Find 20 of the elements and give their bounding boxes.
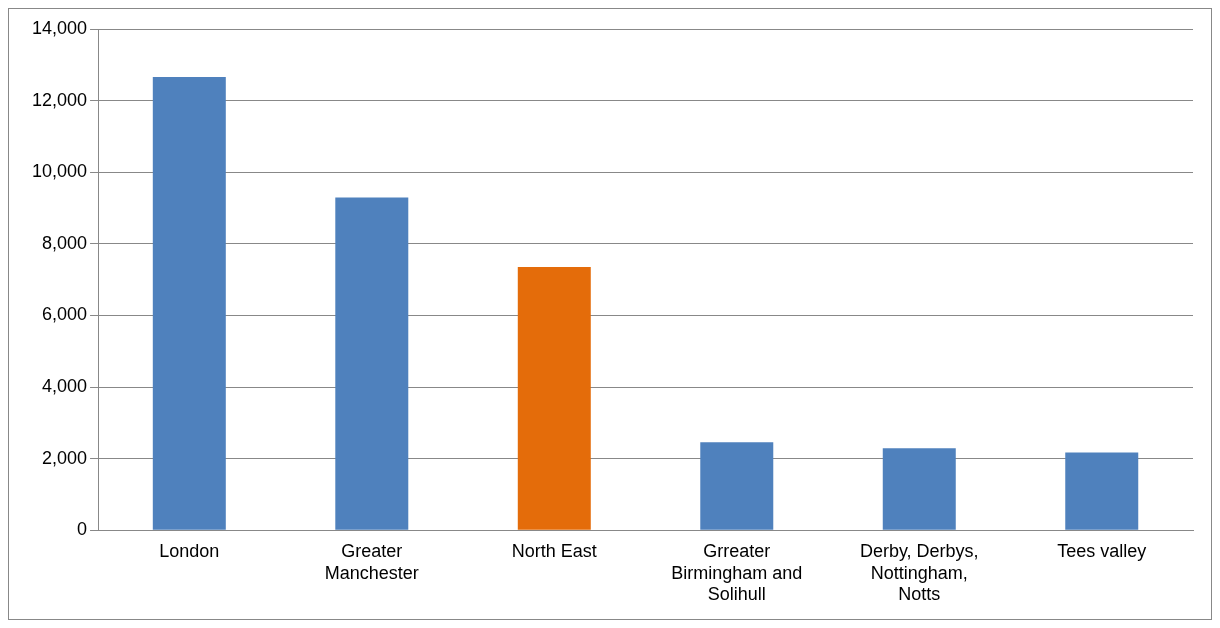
y-tick-label: 14,000: [31, 17, 88, 38]
x-tick-label: London: [159, 540, 220, 561]
y-tick-label: 8,000: [42, 232, 88, 253]
x-tick-label: Tees valley: [1057, 540, 1147, 561]
x-tick-label: Grreater Birmingham and Solihull: [671, 540, 803, 605]
y-tick-label: 10,000: [31, 161, 88, 182]
y-tick-label: 6,000: [42, 304, 88, 325]
bar: [882, 448, 956, 530]
bar: [335, 197, 409, 530]
bar: [1065, 452, 1139, 530]
y-tick-label: 0: [77, 519, 88, 540]
bar: [152, 76, 226, 530]
bar: [700, 442, 774, 530]
x-tick-label: North East: [511, 540, 597, 561]
x-tick-label: Derby, Derbys, Nottingham, Notts: [859, 540, 979, 605]
y-tick-label: 2,000: [42, 447, 88, 468]
x-tick-label: Greater Manchester: [324, 540, 419, 583]
y-tick-label: 4,000: [42, 375, 88, 396]
bar: [517, 267, 591, 530]
y-tick-label: 12,000: [31, 89, 88, 110]
